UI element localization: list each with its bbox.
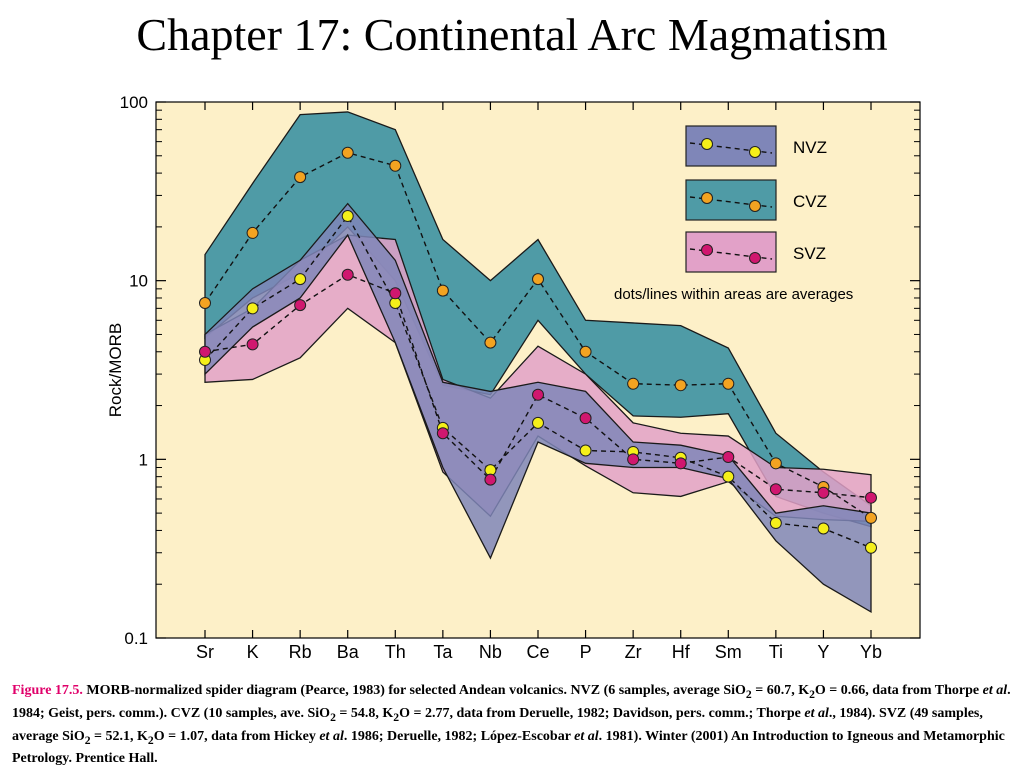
x-tick-label-ce: Ce — [526, 642, 549, 662]
nvz-point-rb — [294, 273, 307, 286]
cvz-point-th — [389, 159, 402, 172]
x-tick-label-ti: Ti — [769, 642, 783, 662]
cvz-legend-label: CVZ — [793, 192, 827, 211]
svz-legend-marker — [701, 244, 713, 256]
svz-point-th — [389, 287, 402, 300]
cvz-point-yb — [865, 511, 877, 524]
cvz-point-ti — [769, 457, 782, 470]
svz-point-p — [579, 412, 592, 425]
svz-point-hf — [674, 457, 687, 470]
nvz-point-ce — [532, 416, 544, 429]
x-tick-label-y: Y — [817, 642, 829, 662]
spider-diagram: 100 10 1 0.1 Sr K Rb Ba Th Ta Nb Ce P Zr Hf Sm Ti Y Yb NVZ… — [106, 93, 921, 662]
x-tick-label-nb: Nb — [479, 642, 502, 662]
nvz-point-yb — [865, 541, 877, 554]
x-tick-label-p: P — [580, 642, 592, 662]
cvz-point-sm — [722, 377, 735, 390]
nvz-point-ba — [341, 210, 354, 223]
slide-title: Chapter 17: Continental Arc Magmatism — [136, 9, 888, 60]
x-tick-label-ba: Ba — [337, 642, 360, 662]
cvz-legend-marker — [701, 192, 713, 204]
x-tick-label-sm: Sm — [715, 642, 742, 662]
svz-point-ce — [532, 388, 544, 401]
figure-label: Figure 17.5. — [12, 683, 83, 698]
x-tick-label-ta: Ta — [433, 642, 453, 662]
nvz-legend-marker — [701, 138, 713, 150]
svz-point-sr — [199, 345, 211, 358]
svz-point-rb — [294, 299, 307, 312]
y-axis-label: Rock/MORB — [106, 323, 125, 417]
legend-note: dots/lines within areas are averages — [614, 286, 853, 303]
y-tick-label: 0.1 — [124, 629, 148, 648]
cvz-legend-swatch — [685, 179, 777, 221]
cvz-point-ta — [436, 284, 449, 297]
cvz-legend-marker — [749, 200, 761, 212]
y-tick-label: 100 — [120, 93, 148, 112]
x-tick-label-rb: Rb — [289, 642, 312, 662]
svz-point-ti — [769, 483, 782, 496]
x-tick-label-th: Th — [385, 642, 406, 662]
nvz-legend-swatch — [685, 125, 777, 167]
svz-point-ta — [436, 427, 449, 440]
cvz-point-zr — [627, 377, 640, 390]
nvz-range-band — [204, 202, 872, 614]
svz-average-line — [204, 273, 872, 499]
svz-point-ba — [341, 268, 354, 281]
cvz-point-p — [579, 345, 592, 358]
svz-legend-label: SVZ — [793, 244, 826, 263]
cvz-point-ba — [341, 146, 354, 159]
nvz-point-ti — [769, 517, 782, 530]
svz-point-yb — [865, 491, 877, 504]
svz-legend-swatch — [685, 231, 777, 273]
y-tick-label: 10 — [129, 272, 148, 291]
svz-point-sm — [722, 451, 735, 464]
nvz-point-p — [579, 444, 592, 457]
cvz-point-ce — [532, 273, 544, 286]
svz-legend-marker — [749, 252, 761, 264]
y-tick-label: 1 — [139, 450, 148, 469]
cvz-point-hf — [674, 379, 687, 392]
x-tick-label-hf: Hf — [672, 642, 691, 662]
cvz-point-sr — [199, 296, 211, 309]
svz-point-k — [246, 338, 259, 351]
x-tick-label-k: K — [247, 642, 259, 662]
svz-point-nb — [484, 473, 497, 486]
nvz-legend-label: NVZ — [793, 138, 827, 157]
x-tick-label-zr: Zr — [625, 642, 642, 662]
cvz-point-k — [246, 226, 259, 239]
figure-caption: Figure 17.5. MORB-normalized spider diag… — [12, 683, 1011, 767]
legend: NVZ CVZ SVZ dots/lines within areas are ave… — [614, 125, 853, 303]
svz-point-zr — [627, 453, 640, 466]
cvz-point-nb — [484, 336, 497, 349]
nvz-point-sm — [722, 470, 735, 483]
nvz-legend-marker — [749, 146, 761, 158]
nvz-point-y — [817, 522, 830, 535]
cvz-point-rb — [294, 171, 307, 184]
svz-point-y — [817, 486, 830, 499]
nvz-point-k — [246, 302, 259, 315]
x-tick-label-yb: Yb — [860, 642, 882, 662]
x-tick-label-sr: Sr — [196, 642, 214, 662]
